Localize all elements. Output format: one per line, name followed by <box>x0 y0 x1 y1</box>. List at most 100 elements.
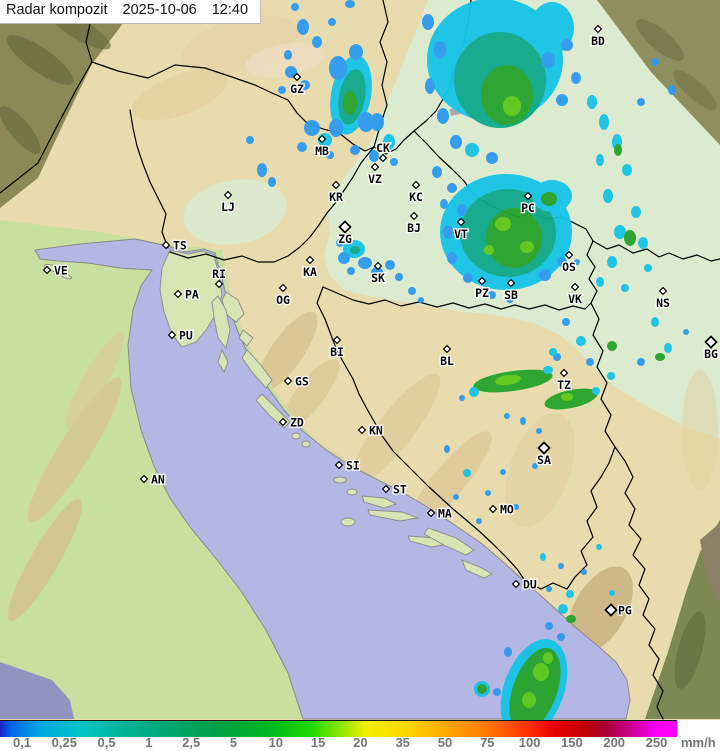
city-label-SK: SK <box>371 271 385 285</box>
legend-label: 35 <box>395 735 410 750</box>
city-marker-KN <box>357 425 367 435</box>
city-marker-DU <box>511 579 521 589</box>
city-marker-VK <box>570 282 580 292</box>
city-label-ST: ST <box>393 483 407 497</box>
city-label-ZD: ZD <box>290 416 304 430</box>
city-label-RI: RI <box>212 267 226 281</box>
city-marker-BJ <box>409 211 419 221</box>
legend-label: 0,1 <box>12 735 32 750</box>
city-marker-TS <box>161 240 171 250</box>
city-marker-ZD <box>278 417 288 427</box>
title-bar: Radar kompozit 2025-10-06 12:40 <box>0 0 262 24</box>
city-marker-RI <box>214 279 224 289</box>
city-marker-AN <box>139 474 149 484</box>
city-label-BJ: BJ <box>407 221 421 235</box>
precipitation-echoes <box>246 0 689 720</box>
city-label-DU: DU <box>523 578 537 592</box>
city-label-OS: OS <box>562 260 576 274</box>
legend-label: 5 <box>229 735 238 750</box>
legend-color-bar <box>0 720 677 737</box>
city-marker-PC <box>523 191 533 201</box>
rain-rate-legend: 0,1 0,25 0,5 1 2,5 5 10 15 20 35 50 75 100 150 200 250 m… <box>0 720 720 751</box>
legend-label: 2,5 <box>182 735 201 750</box>
city-marker-SK <box>373 261 383 271</box>
city-marker-BG <box>704 335 718 349</box>
legend-label: 50 <box>437 735 453 750</box>
city-label-SB: SB <box>504 288 518 302</box>
city-label-PA: PA <box>185 288 199 302</box>
city-marker-MB <box>317 134 327 144</box>
legend-label: 1 <box>145 735 153 750</box>
city-label-OG: OG <box>276 293 290 307</box>
city-label-TS: TS <box>173 239 187 253</box>
city-marker-PG <box>604 603 618 617</box>
city-label-LJ: LJ <box>221 200 235 214</box>
city-marker-PA <box>173 289 183 299</box>
city-marker-GZ <box>292 72 302 82</box>
observation-time: 12:40 <box>211 2 249 18</box>
city-label-SI: SI <box>346 459 360 473</box>
city-label-BI: BI <box>330 345 344 359</box>
city-marker-GS <box>283 376 293 386</box>
city-label-MA: MA <box>438 507 452 521</box>
legend-label: 15 <box>310 735 326 750</box>
legend-scale-labels: 0,1 0,25 0,5 1 2,5 5 10 15 20 35 50 75 100 150 200 250 m… <box>0 736 720 751</box>
city-label-VT: VT <box>454 227 468 241</box>
city-label-VZ: VZ <box>368 172 382 186</box>
city-label-ZG: ZG <box>338 232 352 246</box>
city-label-BL: BL <box>440 354 454 368</box>
legend-label: 75 <box>480 735 495 750</box>
city-marker-BI <box>332 335 342 345</box>
city-label-TZ: TZ <box>557 378 571 392</box>
city-marker-MO <box>488 504 498 514</box>
city-label-MO: MO <box>500 503 514 517</box>
app-title: Radar kompozit <box>6 2 108 18</box>
city-label-KC: KC <box>409 190 423 204</box>
city-label-VK: VK <box>568 292 582 306</box>
city-marker-ST <box>381 484 391 494</box>
city-label-SA: SA <box>537 453 551 467</box>
city-marker-TZ <box>559 368 569 378</box>
city-marker-SA <box>537 441 551 455</box>
city-label-MB: MB <box>315 144 329 158</box>
observation-date: 2025-10-06 <box>122 2 197 18</box>
legend-label: 200 <box>603 735 626 750</box>
city-marker-KR <box>331 180 341 190</box>
city-label-CK: CK <box>376 141 390 155</box>
city-label-KA: KA <box>303 265 317 279</box>
city-label-PC: PC <box>521 201 535 215</box>
city-label-BG: BG <box>704 347 718 361</box>
radar-map: BD GZ MB CK VZ KR KC LJ PC BJ VT ZG TS OS KA SK VE PZ SB RI… <box>0 0 720 720</box>
city-marker-VE <box>42 265 52 275</box>
city-marker-VT <box>456 217 466 227</box>
legend-label: 20 <box>353 735 368 750</box>
city-label-PG: PG <box>618 604 632 618</box>
city-label-PZ: PZ <box>475 286 489 300</box>
legend-label: 250 <box>645 735 668 750</box>
legend-label: 0,25 <box>51 735 77 750</box>
city-marker-PU <box>167 330 177 340</box>
city-label-VE: VE <box>54 264 68 278</box>
city-marker-OG <box>278 283 288 293</box>
city-marker-KA <box>305 255 315 265</box>
city-marker-KC <box>411 180 421 190</box>
legend-label: 150 <box>561 735 583 750</box>
legend-label: 10 <box>268 735 284 750</box>
legend-label: 0,5 <box>97 735 116 750</box>
city-marker-MA <box>426 508 436 518</box>
city-label-AN: AN <box>151 473 165 487</box>
city-label-NS: NS <box>656 296 670 310</box>
city-label-PU: PU <box>179 329 193 343</box>
city-markers-layer: BD GZ MB CK VZ KR KC LJ PC BJ VT ZG TS OS KA SK VE PZ SB RI… <box>42 24 719 619</box>
city-marker-LJ <box>223 190 233 200</box>
city-label-BD: BD <box>591 34 605 48</box>
legend-label: 100 <box>518 735 541 750</box>
city-marker-OS <box>564 250 574 260</box>
city-marker-SB <box>506 278 516 288</box>
city-label-KN: KN <box>369 424 383 438</box>
city-label-GZ: GZ <box>290 82 304 96</box>
legend-unit: mm/h <box>681 735 716 750</box>
city-marker-ZG <box>338 220 352 234</box>
city-marker-VZ <box>370 162 380 172</box>
